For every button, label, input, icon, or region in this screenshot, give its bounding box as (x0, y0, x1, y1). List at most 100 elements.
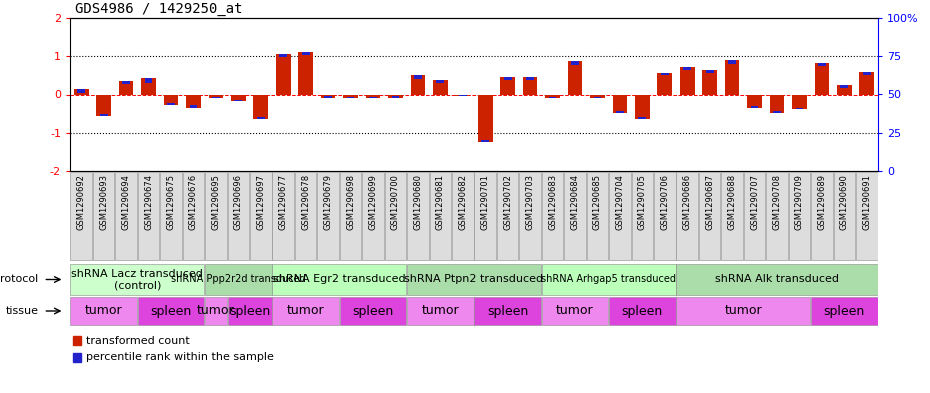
Bar (504, 77, 512, 79)
Text: shRNA Ppp2r2d transduced: shRNA Ppp2r2d transduced (171, 274, 306, 285)
Bar (100, 114, 108, 116)
Bar (452, 172, 473, 260)
Bar (339, 172, 362, 260)
Bar (523, 77, 538, 94)
Bar (160, 172, 181, 260)
Text: transformed count: transformed count (86, 336, 190, 346)
Text: GSM1290675: GSM1290675 (166, 174, 176, 230)
Text: shRNA Ptpn2 transduced: shRNA Ptpn2 transduced (405, 274, 543, 285)
Bar (73, 353, 82, 362)
Text: percentile rank within the sample: percentile rank within the sample (86, 353, 273, 362)
Bar (856, 172, 878, 260)
Text: tissue: tissue (6, 306, 38, 316)
Bar (609, 172, 631, 260)
Bar (789, 172, 810, 260)
Bar (145, 79, 153, 83)
Bar (365, 94, 380, 97)
Bar (299, 51, 313, 94)
Text: GSM1290684: GSM1290684 (570, 174, 579, 230)
Text: shRNA Egr2 transduced: shRNA Egr2 transduced (273, 274, 405, 285)
Bar (837, 85, 852, 94)
Bar (751, 107, 759, 108)
Bar (613, 94, 627, 113)
Text: GSM1290693: GSM1290693 (100, 174, 108, 230)
Bar (385, 172, 406, 260)
Bar (436, 80, 445, 83)
Bar (138, 172, 159, 260)
Text: spleen: spleen (229, 305, 271, 318)
Bar (698, 172, 721, 260)
Bar (458, 95, 467, 96)
Text: tumor: tumor (197, 305, 234, 318)
Bar (549, 97, 556, 98)
Text: GSM1290680: GSM1290680 (414, 174, 422, 230)
Bar (254, 94, 268, 119)
Bar (115, 172, 137, 260)
Bar (542, 172, 564, 260)
Text: tumor: tumor (724, 305, 763, 318)
Bar (321, 94, 336, 97)
Text: GSM1290705: GSM1290705 (638, 174, 647, 230)
Text: GSM1290682: GSM1290682 (458, 174, 467, 230)
Bar (141, 79, 156, 94)
Text: tumor: tumor (286, 305, 325, 318)
Text: GSM1290677: GSM1290677 (279, 174, 287, 230)
Text: tumor: tumor (85, 305, 123, 318)
Bar (587, 172, 608, 260)
Bar (706, 70, 713, 73)
Bar (676, 297, 810, 325)
Bar (474, 297, 541, 325)
Bar (73, 336, 82, 345)
Bar (164, 94, 179, 105)
Bar (482, 140, 489, 142)
Bar (272, 264, 406, 295)
Text: GSM1290695: GSM1290695 (211, 174, 220, 230)
Bar (859, 72, 874, 94)
Text: GSM1290696: GSM1290696 (233, 174, 243, 230)
Bar (71, 172, 92, 260)
Bar (728, 60, 736, 64)
Bar (97, 94, 111, 116)
Text: GSM1290686: GSM1290686 (683, 174, 692, 230)
Bar (208, 94, 223, 97)
Text: GSM1290698: GSM1290698 (346, 174, 355, 230)
Bar (571, 61, 579, 65)
Text: GSM1290699: GSM1290699 (368, 174, 378, 230)
Bar (272, 297, 339, 325)
Bar (545, 94, 560, 98)
Text: GSM1290702: GSM1290702 (503, 174, 512, 230)
Bar (77, 89, 86, 93)
Bar (119, 81, 133, 94)
Text: spleen: spleen (622, 305, 663, 318)
Bar (339, 297, 406, 325)
Bar (182, 172, 205, 260)
Bar (71, 264, 205, 295)
Bar (272, 172, 294, 260)
Bar (295, 172, 316, 260)
Bar (276, 54, 290, 94)
Bar (795, 108, 804, 109)
Bar (362, 172, 384, 260)
Bar (766, 172, 788, 260)
Bar (815, 63, 830, 94)
Bar (392, 96, 399, 97)
Bar (478, 94, 493, 142)
Bar (818, 63, 826, 66)
Bar (593, 97, 602, 98)
Bar (279, 54, 287, 57)
Text: GSM1290692: GSM1290692 (76, 174, 86, 230)
Bar (770, 94, 784, 113)
Bar (206, 172, 227, 260)
Bar (841, 85, 848, 88)
Bar (407, 297, 473, 325)
Text: GSM1290687: GSM1290687 (705, 174, 714, 230)
Bar (71, 297, 137, 325)
Bar (433, 80, 447, 94)
Bar (811, 172, 832, 260)
Text: GSM1290694: GSM1290694 (122, 174, 130, 230)
Bar (497, 172, 518, 260)
Text: GSM1290708: GSM1290708 (773, 174, 781, 230)
Bar (519, 172, 541, 260)
Bar (811, 297, 878, 325)
Text: GSM1290703: GSM1290703 (525, 174, 535, 230)
